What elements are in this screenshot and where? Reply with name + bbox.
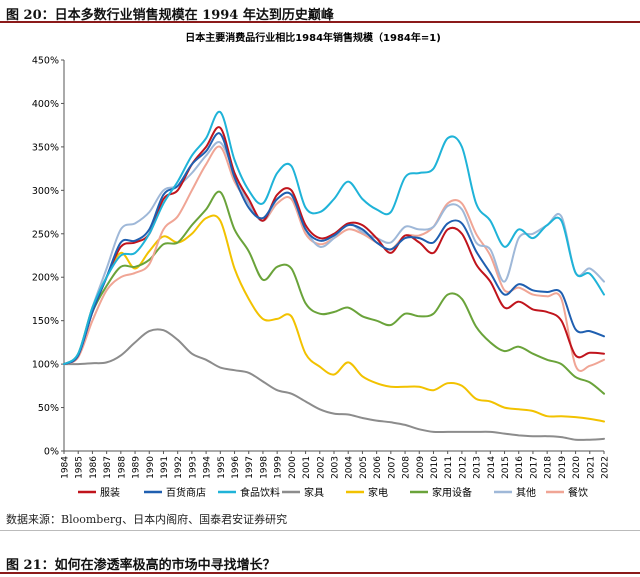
x-tick-label: 1986 bbox=[89, 456, 99, 479]
series-lines bbox=[63, 110, 605, 441]
x-tick-label: 1994 bbox=[203, 456, 213, 479]
x-tick-label: 1985 bbox=[75, 456, 85, 479]
series-line-1 bbox=[63, 126, 605, 366]
x-tick-label: 2014 bbox=[487, 456, 497, 479]
x-tick-label: 1991 bbox=[160, 456, 170, 479]
y-tick-label: 400% bbox=[32, 99, 59, 110]
x-tick-label: 1997 bbox=[245, 456, 255, 479]
x-tick-label: 1984 bbox=[61, 456, 71, 479]
x-tick-label: 2021 bbox=[586, 456, 596, 479]
y-tick-label: 100% bbox=[32, 360, 59, 371]
x-tick-label: 2013 bbox=[473, 456, 483, 479]
x-tick-label: 2006 bbox=[373, 456, 383, 479]
x-tick-label: 2020 bbox=[572, 456, 582, 479]
y-axis-ticks: 0% 50% 100% 150% 200% 250% 300% 350% 400% 450% bbox=[32, 56, 64, 458]
next-figure-title: 图 21：如何在渗透率极高的市场中寻找增长？ bbox=[6, 558, 276, 573]
y-tick-label: 300% bbox=[32, 186, 59, 197]
series-line-5 bbox=[63, 214, 605, 423]
x-tick-label: 1987 bbox=[103, 456, 113, 479]
x-tick-label: 2018 bbox=[544, 456, 554, 479]
x-tick-label: 1989 bbox=[132, 456, 142, 479]
legend-label: 服装 bbox=[100, 486, 120, 499]
y-tick-label: 450% bbox=[32, 56, 59, 67]
legend-label: 其他 bbox=[516, 486, 536, 499]
x-tick-label: 2012 bbox=[458, 456, 468, 479]
x-tick-label: 2001 bbox=[302, 456, 312, 479]
series-line-4 bbox=[63, 328, 605, 441]
chart-title: 日本主要消费品行业相比1984年销售规模（1984年=1) bbox=[185, 31, 441, 44]
legend-label: 家电 bbox=[368, 486, 388, 499]
x-tick-label: 2005 bbox=[359, 456, 369, 479]
legend-label: 餐饮 bbox=[568, 486, 588, 499]
x-tick-label: 2010 bbox=[430, 456, 440, 479]
x-tick-label: 2002 bbox=[316, 456, 326, 479]
legend-label: 百货商店 bbox=[166, 486, 206, 499]
x-tick-label: 1993 bbox=[188, 456, 198, 479]
x-tick-label: 1995 bbox=[217, 456, 227, 479]
x-tick-label: 2003 bbox=[331, 456, 341, 479]
series-line-3 bbox=[63, 110, 605, 366]
y-tick-label: 250% bbox=[32, 229, 59, 240]
x-tick-label: 1988 bbox=[117, 456, 127, 479]
y-tick-label: 0% bbox=[44, 447, 59, 458]
legend-label: 家具 bbox=[304, 486, 324, 499]
x-axis-ticks: 1984 1985 1986 1987 1988 1989 1990 1991 1992 1993… bbox=[61, 451, 611, 479]
title-rule bbox=[0, 21, 640, 23]
data-source-note: 数据来源：Bloomberg、日本内阁府、国泰君安证券研究 bbox=[6, 513, 288, 526]
line-chart: 日本主要消费品行业相比1984年销售规模（1984年=1) 0% 50% 100% 1… bbox=[32, 31, 611, 499]
x-tick-label: 2000 bbox=[288, 456, 298, 479]
series-line-7 bbox=[63, 141, 605, 366]
x-tick-label: 2022 bbox=[601, 456, 611, 479]
y-tick-label: 350% bbox=[32, 142, 59, 153]
x-tick-label: 1998 bbox=[259, 456, 269, 479]
bottom-rule bbox=[0, 572, 640, 574]
x-tick-label: 2004 bbox=[345, 456, 355, 479]
figure-title: 图 20：日本多数行业销售规模在 1994 年达到历史巅峰 bbox=[6, 8, 334, 23]
y-tick-label: 50% bbox=[38, 403, 59, 414]
x-tick-label: 1992 bbox=[174, 456, 184, 479]
x-tick-label: 2008 bbox=[402, 456, 412, 479]
x-tick-label: 2007 bbox=[387, 456, 397, 479]
source-rule bbox=[0, 530, 640, 531]
x-tick-label: 2011 bbox=[444, 456, 454, 479]
series-line-6 bbox=[63, 190, 605, 395]
x-tick-label: 2015 bbox=[501, 456, 511, 479]
y-tick-label: 150% bbox=[32, 316, 59, 327]
x-tick-label: 2009 bbox=[416, 456, 426, 479]
chart-legend: 服装 百货商店 食品饮料 家具 家电 家用设备 其他 餐饮 bbox=[78, 486, 588, 499]
x-tick-label: 2016 bbox=[515, 456, 525, 479]
series-line-2 bbox=[63, 132, 605, 366]
legend-label: 家用设备 bbox=[432, 486, 472, 499]
y-tick-label: 200% bbox=[32, 273, 59, 284]
x-tick-label: 1999 bbox=[274, 456, 284, 479]
x-tick-label: 2017 bbox=[529, 456, 539, 479]
x-tick-label: 1996 bbox=[231, 456, 241, 479]
legend-label: 食品饮料 bbox=[240, 486, 280, 499]
x-tick-label: 2019 bbox=[558, 456, 568, 479]
x-tick-label: 1990 bbox=[146, 456, 156, 479]
